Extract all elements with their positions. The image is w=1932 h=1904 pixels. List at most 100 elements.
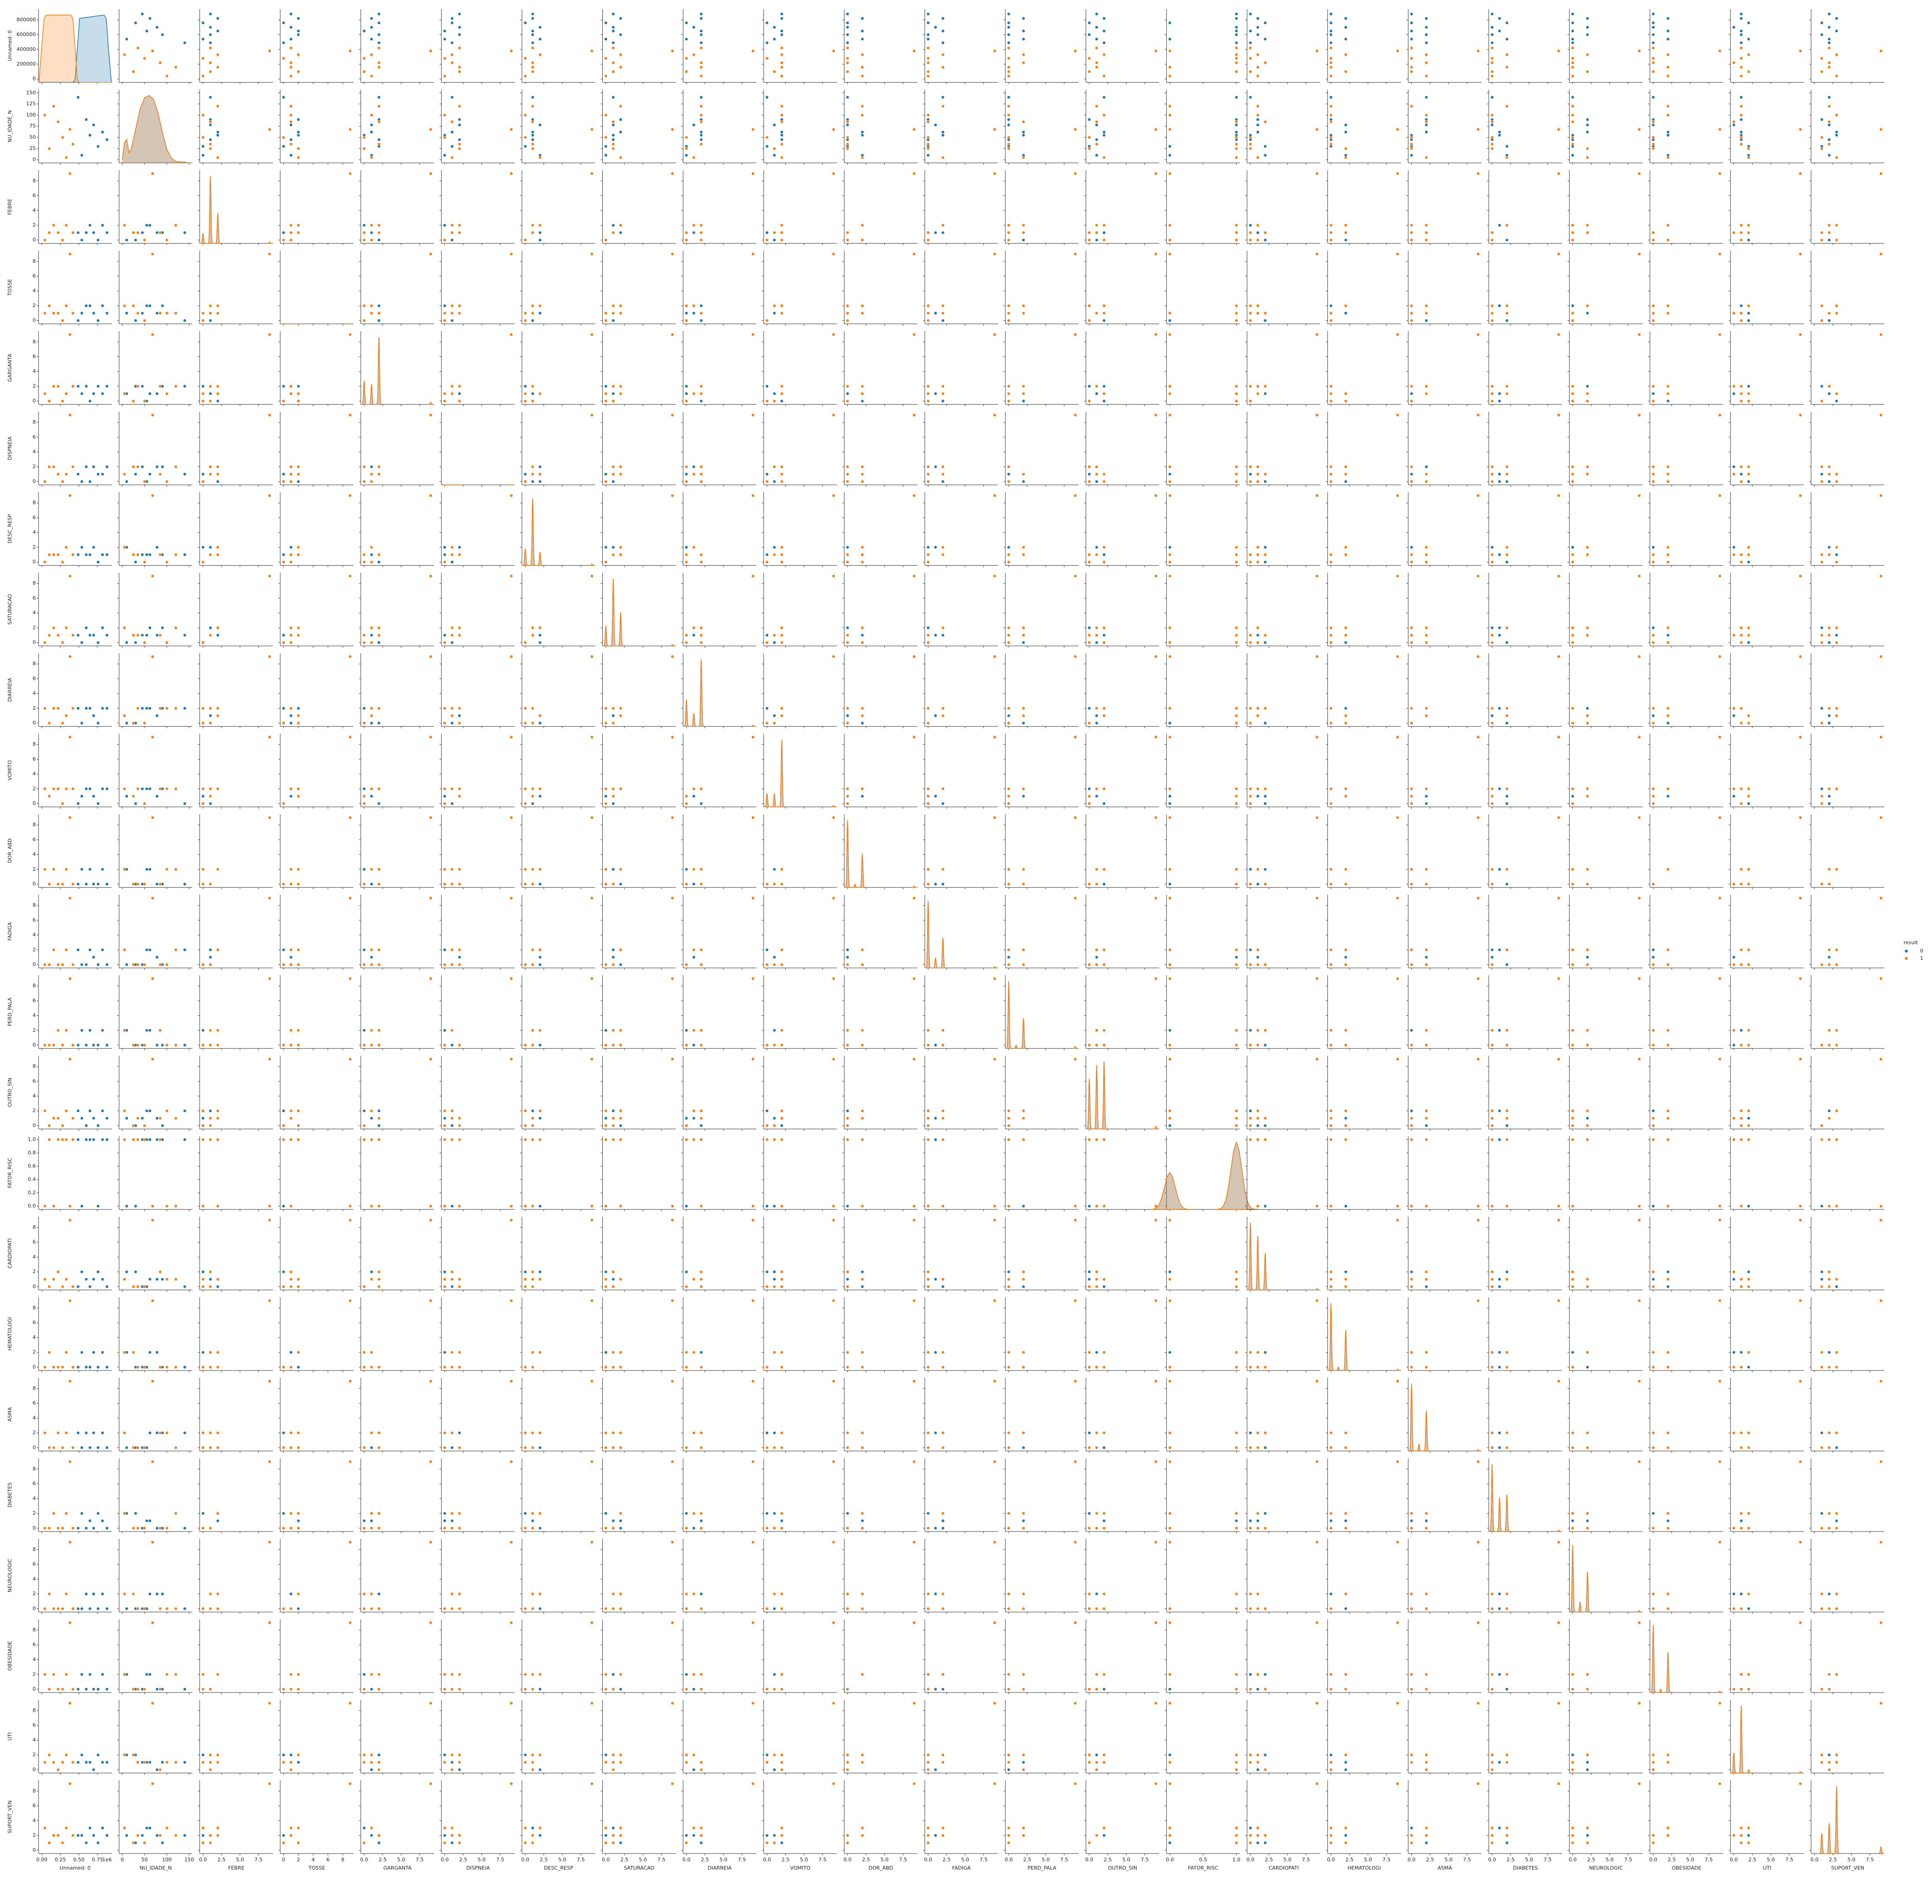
scatter-point (1007, 224, 1010, 227)
scatter-point (846, 319, 849, 322)
scatter-point (174, 385, 177, 388)
scatter-point (1652, 136, 1654, 139)
scatter-point (780, 546, 783, 549)
scatter-point (1747, 641, 1750, 644)
scatter-point (268, 333, 271, 336)
scatter-point (1571, 304, 1574, 307)
scatter-point (1505, 385, 1508, 388)
scatter-point (450, 96, 453, 99)
scatter-point (161, 465, 164, 468)
scatter-point (201, 385, 204, 388)
scatter-point (685, 385, 688, 388)
scatter-point (1505, 53, 1508, 56)
scatter-point (458, 147, 461, 150)
scatter-point (1652, 41, 1654, 44)
scatter-point (934, 546, 937, 549)
scatter-point (671, 494, 674, 497)
scatter-point (1074, 128, 1077, 131)
scatter-point (846, 143, 849, 145)
scatter-point (941, 626, 944, 629)
scatter-point (1718, 172, 1721, 175)
scatter-point (1264, 319, 1266, 322)
scatter-point (780, 473, 783, 475)
scatter-point (612, 29, 615, 32)
scatter-point (458, 143, 461, 145)
scatter-point (1652, 561, 1654, 563)
scatter-point (1835, 17, 1838, 20)
scatter-point (1249, 143, 1252, 145)
scatter-point (927, 400, 929, 402)
scatter-point (1666, 224, 1669, 227)
scatter-point (1007, 136, 1010, 139)
scatter-point (1835, 473, 1838, 475)
scatter-point (1821, 22, 1823, 24)
scatter-point (201, 154, 204, 156)
scatter-point (1747, 553, 1750, 556)
scatter-point (1249, 46, 1252, 49)
scatter-point (289, 143, 292, 145)
scatter-point (619, 53, 622, 56)
scatter-point (92, 312, 95, 314)
scatter-point (149, 473, 151, 475)
kde-peak (428, 402, 433, 404)
y-tick-label: 4 (33, 449, 36, 455)
scatter-point (605, 546, 607, 549)
scatter-point (297, 473, 300, 475)
scatter-point (1828, 41, 1831, 44)
scatter-point (1732, 312, 1735, 314)
scatter-point (297, 465, 300, 468)
scatter-point (458, 553, 461, 556)
scatter-point (1666, 312, 1669, 314)
scatter-point (524, 400, 527, 402)
scatter-point (1828, 143, 1831, 145)
scatter-point (458, 70, 461, 73)
scatter-point (209, 546, 211, 549)
scatter-point (209, 143, 211, 145)
scatter-point (766, 239, 768, 241)
scatter-point (378, 33, 380, 36)
scatter-point (1235, 53, 1238, 56)
scatter-point (1103, 131, 1105, 134)
scatter-point (289, 38, 292, 40)
scatter-point (123, 626, 126, 629)
scatter-point (1821, 473, 1823, 475)
scatter-point (450, 304, 453, 307)
scatter-point (97, 561, 100, 563)
scatter-point (1571, 143, 1574, 145)
scatter-point (1022, 120, 1025, 123)
scatter-point (1557, 333, 1560, 336)
scatter-point (282, 400, 285, 402)
scatter-point (1586, 546, 1589, 549)
scatter-point (289, 26, 292, 28)
scatter-point (1249, 400, 1252, 402)
scatter-point (832, 413, 835, 416)
scatter-point (80, 239, 83, 241)
scatter-point (1586, 33, 1589, 36)
scatter-point (289, 105, 292, 107)
scatter-point (531, 61, 534, 64)
scatter-point (1007, 641, 1010, 644)
scatter-point (123, 224, 126, 227)
scatter-point (1256, 105, 1259, 107)
scatter-point (217, 53, 219, 56)
scatter-point (363, 561, 366, 563)
scatter-point (612, 134, 615, 136)
scatter-point (1491, 304, 1493, 307)
scatter-point (105, 138, 108, 141)
scatter-point (927, 626, 929, 629)
scatter-point (1329, 29, 1332, 32)
scatter-point (1571, 546, 1574, 549)
scatter-point (590, 50, 593, 52)
scatter-point (539, 53, 541, 56)
scatter-point (531, 120, 534, 123)
scatter-point (458, 400, 461, 402)
scatter-point (1264, 239, 1266, 241)
scatter-point (209, 473, 211, 475)
y-tick-label: 2 (33, 544, 36, 550)
scatter-point (1095, 312, 1098, 314)
scatter-point (1880, 50, 1882, 52)
scatter-point (846, 70, 849, 73)
scatter-point (134, 319, 137, 322)
scatter-point (780, 400, 783, 402)
scatter-point (363, 319, 366, 322)
